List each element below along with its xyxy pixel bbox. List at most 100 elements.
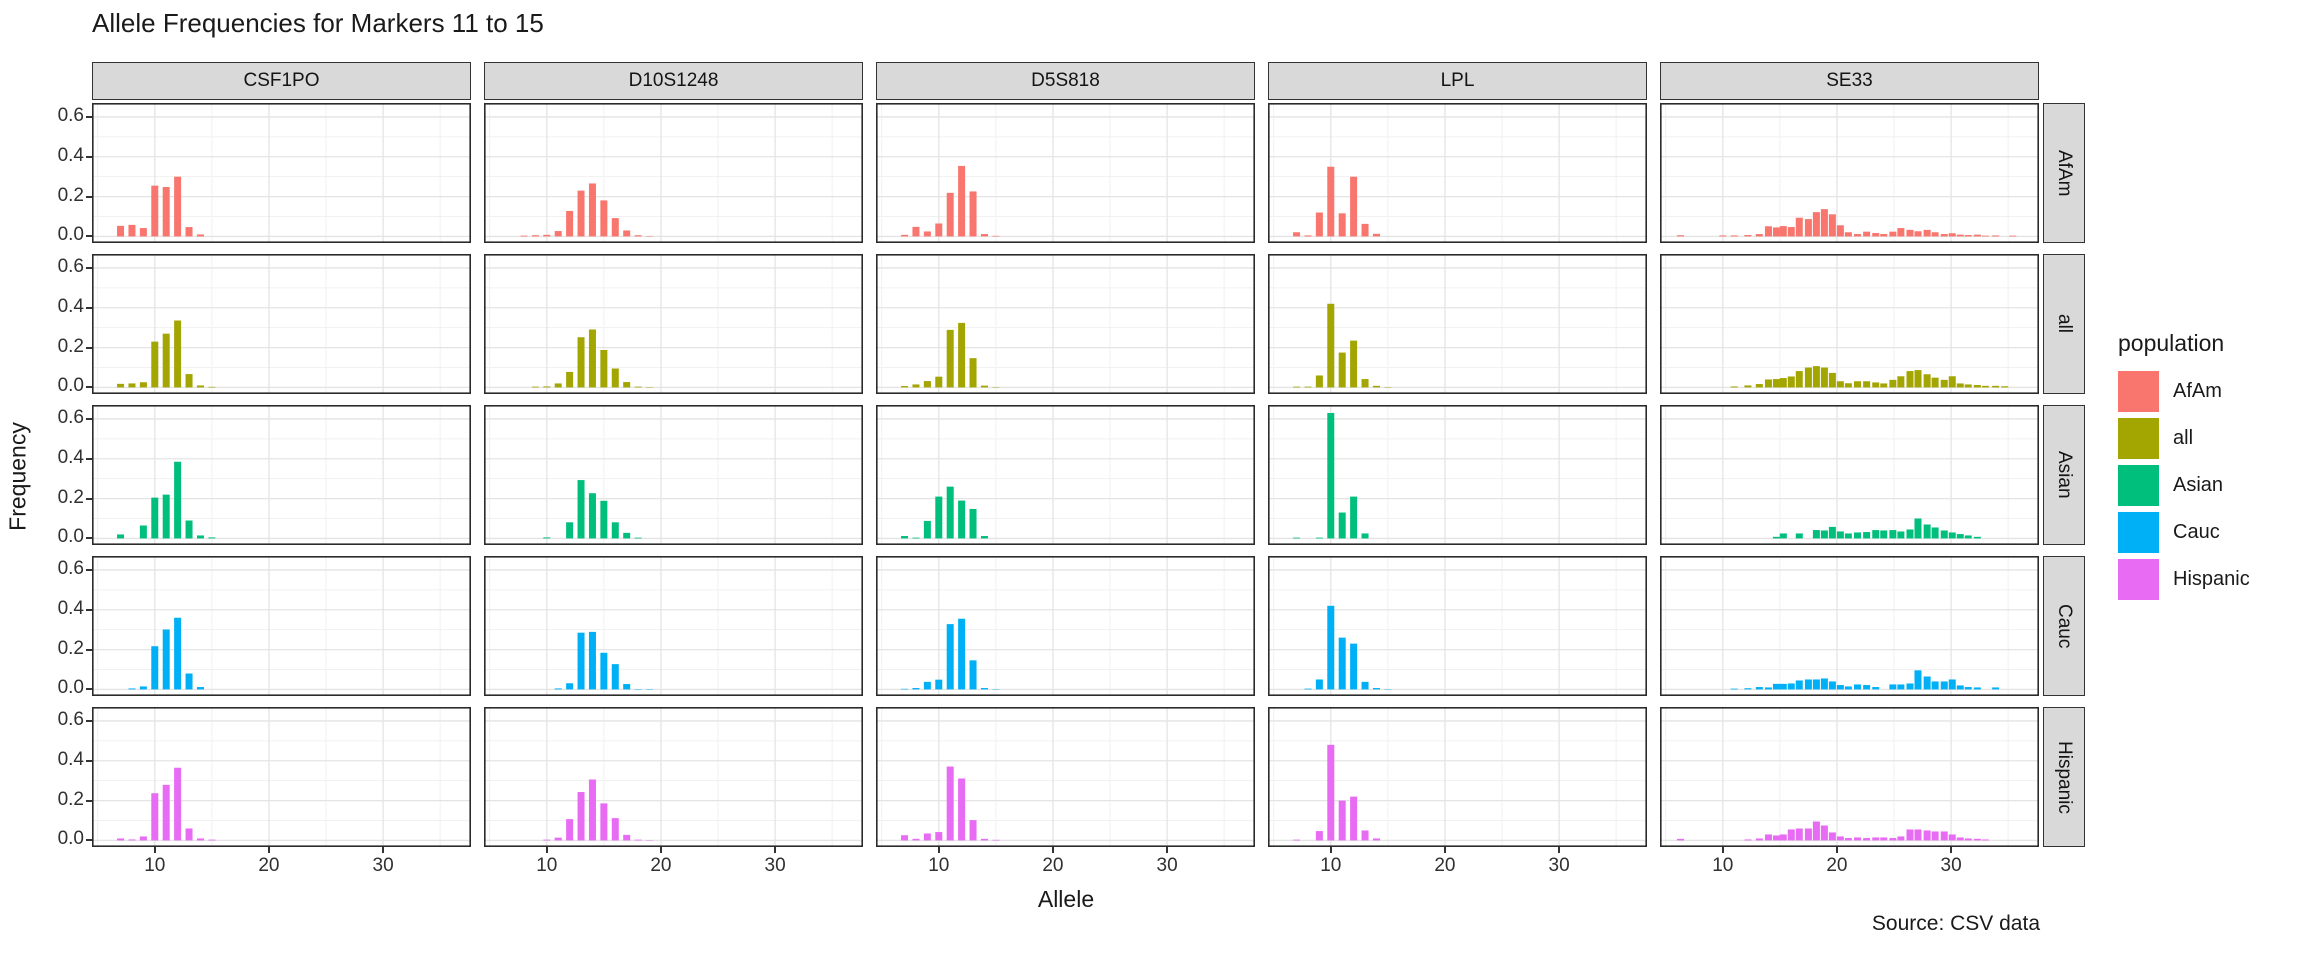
bar: [1787, 683, 1795, 690]
bar: [208, 839, 216, 841]
bar: [1338, 512, 1346, 539]
y-tick-mark: [86, 719, 92, 722]
legend-label-cauc: Cauc: [2173, 521, 2220, 543]
bar: [174, 767, 182, 841]
bar: [611, 818, 619, 841]
panel-border: [1268, 707, 1647, 847]
bar: [128, 839, 136, 841]
y-tick-label: 0.6: [57, 557, 84, 579]
bar: [1812, 366, 1820, 388]
bar: [1804, 219, 1812, 237]
y-tick-label: 0.4: [57, 446, 84, 468]
y-tick-label: 0.4: [57, 597, 84, 619]
bar: [128, 224, 136, 237]
bar: [185, 374, 193, 388]
bar: [1889, 838, 1897, 841]
bar: [162, 784, 170, 841]
bar: [1350, 643, 1358, 690]
bar: [1772, 536, 1780, 539]
bar: [1914, 829, 1922, 841]
bar: [1804, 828, 1812, 841]
bar: [554, 688, 562, 690]
x-tick-mark: [153, 847, 156, 853]
bar: [162, 629, 170, 690]
bar: [923, 833, 931, 841]
bar: [1931, 831, 1939, 841]
bar: [185, 227, 193, 237]
bar: [1795, 371, 1803, 388]
bar: [1973, 536, 1981, 539]
facet-strip-row-cauc: Cauc: [2043, 556, 2085, 696]
legend-swatch-afam: [2118, 371, 2159, 412]
panel-background: [92, 405, 471, 545]
y-tick-label: 0.2: [57, 637, 84, 659]
legend-entry-asian: Asian: [2118, 465, 2250, 506]
bar: [958, 165, 966, 237]
y-tick-label: 0.0: [57, 375, 84, 397]
panel-background: [92, 556, 471, 696]
panel-border: [1660, 405, 2039, 545]
y-tick-label: 0.0: [57, 526, 84, 548]
panel-background: [876, 103, 1255, 243]
bar: [1931, 232, 1939, 237]
bar: [1853, 684, 1861, 690]
bar: [1872, 687, 1880, 690]
bar: [1304, 688, 1312, 690]
panel-background: [1660, 405, 2039, 545]
bar: [1836, 685, 1844, 690]
legend-label-afam: AfAm: [2173, 380, 2222, 402]
bar: [1764, 226, 1772, 237]
bar: [969, 820, 977, 841]
bar: [1764, 687, 1772, 690]
bar: [1973, 234, 1981, 237]
bar: [520, 235, 528, 237]
panel-border: [876, 405, 1255, 545]
bar: [185, 673, 193, 690]
legend-label-all: all: [2173, 427, 2194, 449]
y-tick-mark: [86, 568, 92, 571]
panel-background: [1660, 556, 2039, 696]
y-tick-label: 0.4: [57, 144, 84, 166]
bar: [1293, 839, 1301, 841]
bar: [1828, 372, 1836, 388]
panel-background: [484, 707, 863, 847]
bar: [151, 341, 159, 388]
legend-entry-hispanic: Hispanic: [2118, 559, 2250, 600]
y-tick-mark: [86, 115, 92, 118]
bar: [1853, 532, 1861, 539]
bar: [1304, 235, 1312, 237]
panel-background: [92, 707, 471, 847]
y-tick-mark: [86, 195, 92, 198]
bar: [1844, 232, 1852, 237]
x-tick-mark: [1950, 847, 1953, 853]
bar: [139, 228, 147, 237]
bar: [1872, 837, 1880, 841]
bar: [1304, 386, 1312, 388]
bar: [901, 386, 909, 388]
bar: [1956, 383, 1964, 388]
bar: [1956, 534, 1964, 539]
bar: [634, 839, 642, 841]
bar: [1772, 683, 1780, 690]
bar: [958, 778, 966, 841]
bar: [1906, 229, 1914, 237]
bar: [1795, 828, 1803, 841]
bar: [139, 686, 147, 690]
x-tick-mark: [937, 847, 940, 853]
bar: [1964, 838, 1972, 841]
y-tick-mark: [86, 155, 92, 158]
panel-border: [1660, 103, 2039, 243]
y-tick-mark: [86, 839, 92, 842]
bar: [1338, 800, 1346, 841]
bar: [1828, 832, 1836, 841]
bar: [577, 792, 585, 841]
bar: [1964, 687, 1972, 690]
bar: [554, 231, 562, 237]
x-tick-label: 20: [1042, 855, 1064, 876]
x-tick-label: 10: [928, 855, 950, 876]
bar: [1744, 235, 1752, 237]
bar: [1327, 605, 1335, 690]
bar: [1880, 530, 1888, 539]
bar: [1327, 166, 1335, 237]
bar: [980, 234, 988, 237]
